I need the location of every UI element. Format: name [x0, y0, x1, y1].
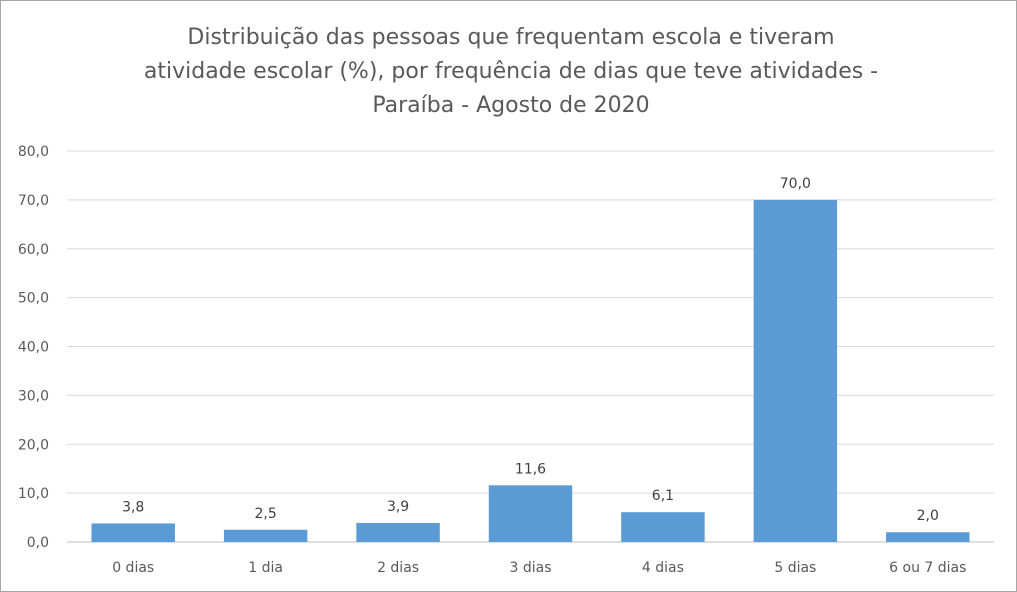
- data-label: 11,6: [515, 461, 546, 477]
- chart-title-line-3: Paraíba - Agosto de 2020: [372, 93, 650, 118]
- x-tick-label: 0 dias: [112, 560, 154, 576]
- bar: [753, 199, 838, 542]
- data-label: 3,8: [122, 499, 144, 515]
- y-tick-label: 50,0: [18, 291, 49, 307]
- bar: [356, 522, 440, 542]
- y-tick-label: 20,0: [18, 437, 49, 453]
- y-tick-label: 30,0: [18, 388, 49, 404]
- y-tick-label: 0,0: [27, 535, 49, 551]
- bar: [91, 523, 175, 542]
- y-tick-label: 40,0: [18, 340, 49, 356]
- x-tick-label: 2 dias: [377, 560, 419, 576]
- y-tick-label: 60,0: [18, 242, 49, 258]
- x-tick-label: 1 dia: [248, 560, 283, 576]
- chart-title-line-2: atividade escolar (%), por frequência de…: [143, 59, 879, 84]
- chart-title: Distribuição das pessoas que frequentam …: [61, 21, 961, 123]
- bar: [621, 512, 705, 542]
- bar: [886, 532, 970, 542]
- y-tick-label: 70,0: [18, 193, 49, 209]
- chart-title-line-1: Distribuição das pessoas que frequentam …: [187, 25, 835, 50]
- data-label: 2,0: [917, 508, 939, 524]
- bar: [488, 485, 573, 542]
- data-label: 70,0: [780, 176, 811, 192]
- y-tick-label: 10,0: [18, 486, 49, 502]
- data-label: 3,9: [387, 499, 409, 515]
- x-tick-label: 6 ou 7 dias: [889, 560, 966, 576]
- bar: [223, 529, 308, 542]
- y-tick-label: 80,0: [18, 144, 49, 160]
- x-tick-label: 3 dias: [509, 560, 551, 576]
- data-label: 2,5: [255, 506, 277, 522]
- x-tick-label: 4 dias: [642, 560, 684, 576]
- data-label: 6,1: [652, 488, 674, 504]
- x-tick-label: 5 dias: [774, 560, 816, 576]
